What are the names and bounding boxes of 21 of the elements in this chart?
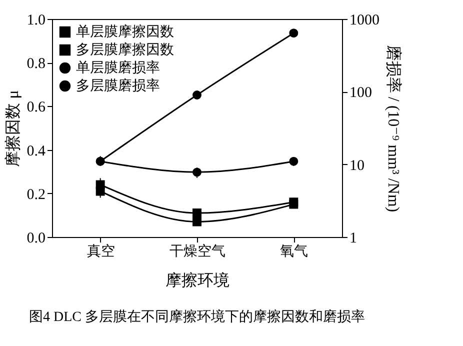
y2-tick-label: 10 <box>350 158 364 174</box>
y-tick-label: 0.2 <box>26 186 46 203</box>
x-axis-title: 摩擦环境 <box>166 272 230 290</box>
y2-tick-label: 1000 <box>350 12 380 28</box>
legend-label: 多层膜摩擦因数 <box>76 42 174 58</box>
y-tick-label: 0.0 <box>26 230 46 246</box>
y-tick-label: 0.6 <box>26 100 46 116</box>
y-tick-label: 0.4 <box>26 143 46 160</box>
x-tick-label: 真空 <box>86 244 115 260</box>
legend-label: 单层膜摩擦因数 <box>76 24 174 40</box>
y-tick-label: 1.0 <box>26 12 46 28</box>
legend-label: 单层膜磨损率 <box>76 60 160 76</box>
y2-tick-label: 100 <box>350 85 372 102</box>
caption: 图4 DLC 多层膜在不同摩擦环境下的摩擦因数和磨损率 <box>29 309 365 325</box>
x-tick-label: 干燥空气 <box>170 244 226 260</box>
y2-tick-label: 1 <box>350 230 357 246</box>
y-axis-title: 摩擦因数 μ <box>4 90 22 167</box>
x-tick-label: 氧气 <box>280 244 308 260</box>
y2-axis-title: 磨损率 / (10⁻⁹ mm³ /Nm) <box>384 44 402 212</box>
legend-label: 多层膜磨损率 <box>76 78 160 94</box>
y-tick-label: 0.8 <box>26 56 46 72</box>
